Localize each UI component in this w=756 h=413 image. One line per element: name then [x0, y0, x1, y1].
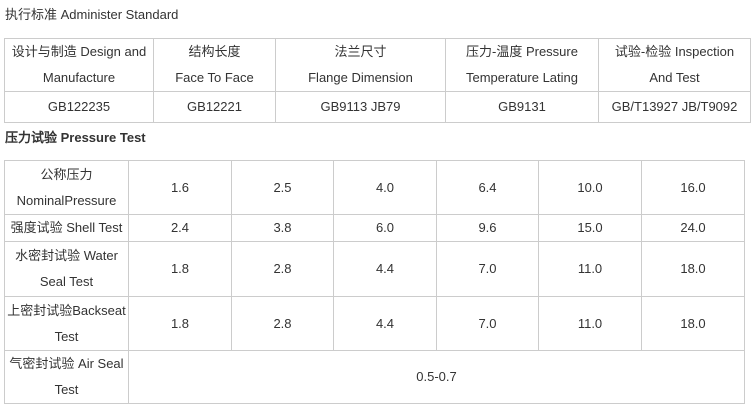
header-line: 压力-温度 Pressure [466, 44, 578, 59]
label-line: 公称压力 [40, 166, 93, 182]
pressure-value: 7.0 [436, 296, 539, 351]
pressure-value: 1.6 [128, 160, 232, 215]
pressure-value: 2.5 [231, 160, 334, 215]
standards-table: 设计与制造 Design and Manufacture 结构长度 Face T… [4, 38, 751, 123]
header-line: Temperature Lating [465, 70, 578, 85]
pressure-value: 1.8 [128, 296, 232, 351]
pressure-value: 24.0 [641, 214, 745, 242]
header-line: Flange Dimension [308, 70, 413, 85]
standards-value-flange-dimension: GB9113 JB79 [275, 91, 446, 123]
pressure-value: 2.4 [128, 214, 232, 242]
pressure-value: 11.0 [538, 296, 642, 351]
standards-value-row: GB122235 GB12221 GB9113 JB79 GB9131 GB/T… [4, 91, 751, 123]
administer-standard-heading: 执行标准 Administer Standard [5, 7, 179, 22]
pressure-row-water-seal-test: 水密封试验 Water Seal Test 1.8 2.8 4.4 7.0 11… [4, 241, 745, 297]
standards-value-design-manufacture: GB122235 [4, 91, 154, 123]
header-line: 试验-检验 Inspection [614, 44, 735, 59]
pressure-value: 4.0 [333, 160, 437, 215]
label-line: 上密封试验Backseat [7, 302, 126, 318]
standards-value-pressure-temperature: GB9131 [445, 91, 599, 123]
pressure-value: 15.0 [538, 214, 642, 242]
pressure-row-label: 上密封试验Backseat Test [4, 296, 129, 351]
pressure-merged-value: 0.5-0.7 [128, 350, 745, 404]
standards-value-face-to-face: GB12221 [153, 91, 276, 123]
header-line: 法兰尺寸 [334, 44, 387, 59]
label-line: Seal Test [39, 274, 94, 289]
header-line: 设计与制造 Design and [11, 44, 147, 59]
header-line: Face To Face [175, 70, 254, 85]
pressure-value: 6.0 [333, 214, 437, 242]
pressure-value: 4.4 [333, 241, 437, 297]
pressure-value: 18.0 [641, 241, 745, 297]
pressure-row-label: 水密封试验 Water Seal Test [4, 241, 129, 297]
pressure-value: 2.8 [231, 296, 334, 351]
header-line: Manufacture [42, 70, 116, 85]
pressure-value: 2.8 [231, 241, 334, 297]
pressure-test-table: 公称压力 NominalPressure 1.6 2.5 4.0 6.4 10.… [4, 160, 745, 404]
pressure-row-label: 公称压力 NominalPressure [4, 160, 129, 215]
header-line: And Test [649, 70, 700, 85]
pressure-row-backseat-test: 上密封试验Backseat Test 1.8 2.8 4.4 7.0 11.0 … [4, 296, 745, 351]
standards-header-pressure-temperature: 压力-温度 Pressure Temperature Lating [445, 38, 599, 92]
pressure-value: 6.4 [436, 160, 539, 215]
pressure-value: 11.0 [538, 241, 642, 297]
standards-header-inspection-test: 试验-检验 Inspection And Test [598, 38, 751, 92]
standards-header-flange-dimension: 法兰尺寸 Flange Dimension [275, 38, 446, 92]
standards-header-face-to-face: 结构长度 Face To Face [153, 38, 276, 92]
pressure-value: 18.0 [641, 296, 745, 351]
pressure-value: 4.4 [333, 296, 437, 351]
pressure-row-shell-test: 强度试验 Shell Test 2.4 3.8 6.0 9.6 15.0 24.… [4, 214, 745, 242]
pressure-value: 10.0 [538, 160, 642, 215]
standards-header-row: 设计与制造 Design and Manufacture 结构长度 Face T… [4, 38, 751, 92]
header-line: 结构长度 [188, 44, 241, 59]
pressure-row-label: 强度试验 Shell Test [4, 214, 129, 242]
label-line: Test [54, 382, 79, 397]
pressure-row-nominal-pressure: 公称压力 NominalPressure 1.6 2.5 4.0 6.4 10.… [4, 160, 745, 215]
pressure-value: 1.8 [128, 241, 232, 297]
label-line: NominalPressure [16, 192, 117, 208]
pressure-value: 9.6 [436, 214, 539, 242]
pressure-value: 3.8 [231, 214, 334, 242]
label-line: 气密封试验 Air Seal [9, 356, 124, 371]
pressure-test-heading: 压力试验 Pressure Test [5, 130, 146, 145]
standards-value-inspection-test: GB/T13927 JB/T9092 [598, 91, 751, 123]
pressure-value: 7.0 [436, 241, 539, 297]
standards-header-design-manufacture: 设计与制造 Design and Manufacture [4, 38, 154, 92]
pressure-value: 16.0 [641, 160, 745, 215]
pressure-row-air-seal-test: 气密封试验 Air Seal Test 0.5-0.7 [4, 350, 745, 404]
label-line: 水密封试验 Water [15, 248, 118, 263]
label-line: Test [54, 328, 79, 344]
pressure-row-label: 气密封试验 Air Seal Test [4, 350, 129, 404]
